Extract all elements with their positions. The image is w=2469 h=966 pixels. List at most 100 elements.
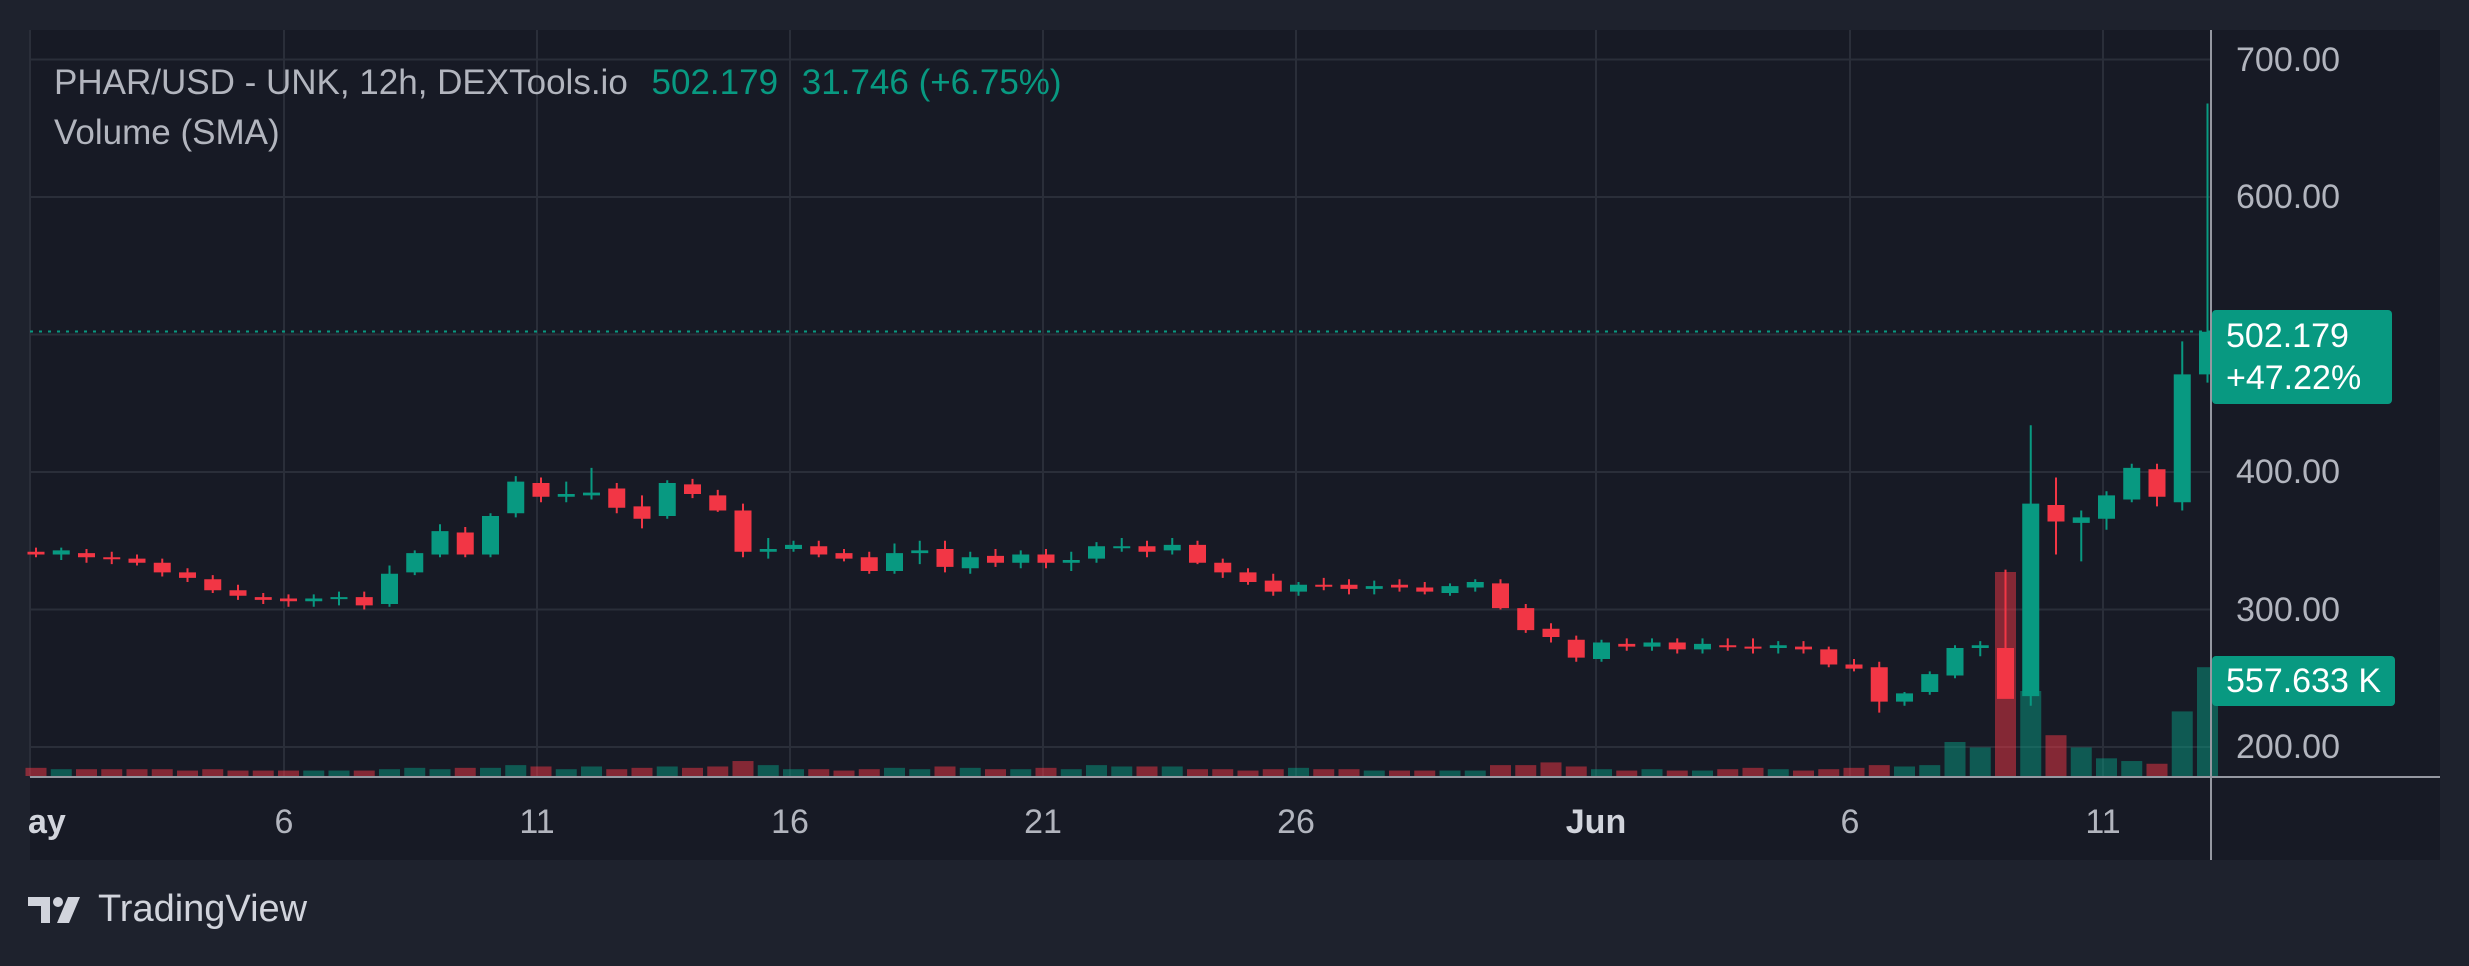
candle-body[interactable] [860,557,878,571]
candle-body[interactable] [785,544,802,549]
candle-body[interactable] [456,532,474,555]
candle-body[interactable] [1416,587,1434,592]
candle-body[interactable] [1946,648,1964,676]
candle-body[interactable] [1618,643,1636,647]
candle-body[interactable] [1088,546,1105,559]
candle-body[interactable] [2173,374,2191,503]
candle-body[interactable] [2123,467,2141,500]
symbol-label[interactable]: PHAR/USD - UNK, 12h, DEXTools.io [54,63,628,102]
candle-body[interactable] [684,484,701,494]
candle-body[interactable] [1239,572,1257,582]
candle-body[interactable] [431,531,449,555]
candle-body[interactable] [1264,580,1282,592]
candle-body[interactable] [78,553,95,558]
price-tick-label: 700.00 [2236,40,2340,79]
candle-body[interactable] [911,550,929,554]
candle-body[interactable] [406,553,424,573]
candle-body[interactable] [280,598,297,602]
candle-body[interactable] [2148,469,2166,497]
candle-body[interactable] [1340,584,1358,589]
candle-body[interactable] [1719,645,1737,648]
volume-bar [151,769,173,776]
candle-body[interactable] [1971,645,1989,648]
tradingview-logo[interactable]: TradingView [28,888,307,931]
candle-body[interactable] [2022,503,2040,697]
candle-body[interactable] [1113,546,1131,549]
candle-body[interactable] [1870,667,1888,702]
candle-body[interactable] [1290,584,1307,592]
candle-body[interactable] [52,550,70,555]
volume-bar [1363,770,1385,776]
candle-body[interactable] [1694,643,1711,650]
candle-body[interactable] [2047,505,2065,522]
candle-body[interactable] [1795,646,1812,650]
candle-body[interactable] [734,510,752,552]
candle-body[interactable] [103,557,121,560]
candle-body[interactable] [1466,582,1484,588]
candle-body[interactable] [153,562,171,573]
candle-body[interactable] [1845,664,1863,669]
candle-body[interactable] [254,597,272,600]
candle-body[interactable] [330,597,348,600]
candle-body[interactable] [633,506,651,519]
candle-body[interactable] [1542,628,1560,637]
candle-body[interactable] [835,553,853,559]
candle-body[interactable] [658,483,676,516]
candle-body[interactable] [810,546,828,555]
candle-body[interactable] [1643,642,1661,647]
candle-body[interactable] [1037,554,1055,563]
candle-body[interactable] [179,572,196,578]
candle-body[interactable] [1820,649,1838,665]
volume-bar [682,767,703,776]
candle-body[interactable] [1744,646,1762,649]
candle-body[interactable] [128,558,146,563]
candle-body[interactable] [1012,554,1030,563]
candle-body[interactable] [987,555,1004,563]
candle-body[interactable] [204,579,222,591]
candle-body[interactable] [1997,648,2014,699]
candle-body[interactable] [532,483,550,497]
candle-body[interactable] [1517,608,1535,631]
candle-body[interactable] [886,553,903,571]
candle-body[interactable] [1189,544,1206,563]
volume-bar [1641,769,1663,776]
candle-body[interactable] [381,573,398,604]
candle-body[interactable] [1391,584,1408,588]
candle-body[interactable] [1668,642,1686,650]
candle-body[interactable] [961,557,979,569]
volume-bar [480,767,501,776]
candle-body[interactable] [305,598,323,602]
indicator-label[interactable]: Volume (SMA) [54,113,280,152]
candle-body[interactable] [2098,495,2115,519]
volume-bar [555,769,577,776]
candle-body[interactable] [1921,674,1939,692]
candle-body[interactable] [936,549,954,567]
candle-body[interactable] [1441,586,1459,593]
candle-body[interactable] [759,549,777,552]
candle-body[interactable] [2072,517,2090,523]
volume-bar [379,769,400,776]
candle-body[interactable] [1062,560,1080,563]
candle-body[interactable] [1163,544,1181,551]
candle-body[interactable] [1769,645,1787,648]
candle-body[interactable] [1896,693,1913,702]
candle-body[interactable] [1567,639,1585,658]
candle-body[interactable] [1315,584,1333,587]
candle-body[interactable] [583,492,600,496]
candle-body[interactable] [1593,642,1610,660]
volume-bar [1035,767,1057,776]
candle-body[interactable] [507,481,525,514]
candle-body[interactable] [1492,583,1509,609]
candle-body[interactable] [557,494,575,497]
candle-body[interactable] [608,488,626,508]
candle-body[interactable] [1138,546,1156,552]
candle-body[interactable] [709,495,727,511]
candle-body[interactable] [482,516,499,555]
candle-body[interactable] [1214,562,1232,573]
candle-body[interactable] [355,597,373,606]
volume-bar [757,765,779,776]
candle-body[interactable] [1365,586,1383,589]
candle-body[interactable] [229,590,247,596]
candle-body[interactable] [27,551,45,555]
